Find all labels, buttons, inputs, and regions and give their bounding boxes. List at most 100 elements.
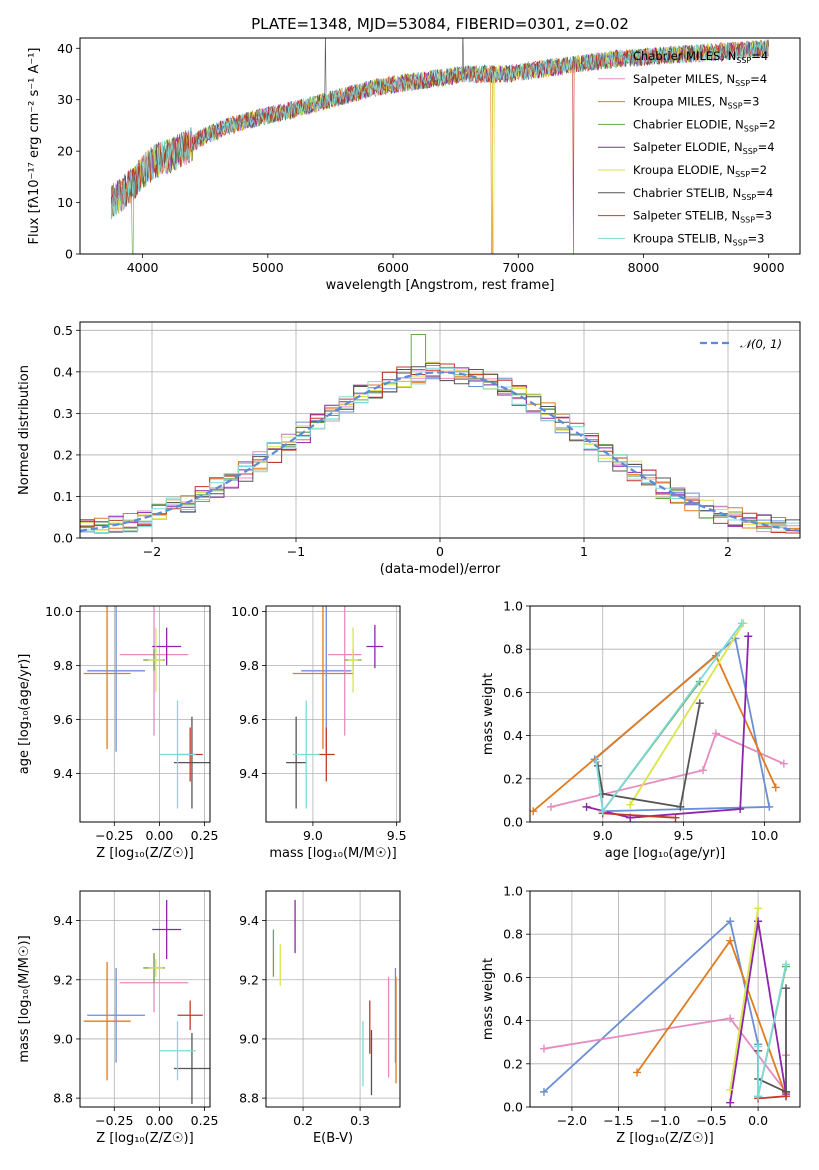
ytick-label: 0.2 xyxy=(503,771,523,786)
plot-area-residual-distribution xyxy=(80,334,800,534)
ytick-label: 10 xyxy=(57,195,73,210)
weight-marker xyxy=(711,729,720,738)
ytick-label: 10.0 xyxy=(231,604,259,619)
weight-marker xyxy=(598,807,607,816)
panel-age-vs-mass: 9.0 9.5 9.4 9.6 9.8 10.0 mass [log₁₀(M/M☉)] xyxy=(231,604,407,861)
weight-marker xyxy=(782,1092,791,1101)
legend-model-name: Kroupa STELIB, N xyxy=(633,231,733,245)
y-axis-label: mass weight xyxy=(481,958,496,1040)
plot-area-age-vs-Z xyxy=(83,606,210,809)
ytick-label: 9.8 xyxy=(53,658,73,673)
legend-entry: Chabrier STELIB, NSSP=4 xyxy=(633,186,773,202)
y-axis-label: mass weight xyxy=(481,673,496,755)
xtick-label: −0.25 xyxy=(95,1113,133,1128)
legend-model-name: Salpeter STELIB, N xyxy=(633,209,740,223)
xtick-label: 10.0 xyxy=(751,828,779,843)
weight-line-7 xyxy=(602,812,676,819)
xtick-label: −2 xyxy=(143,544,161,559)
legend-nssp: =4 xyxy=(751,49,768,63)
weight-marker xyxy=(726,936,735,945)
legend-model-name: Chabrier ELODIE, N xyxy=(633,117,744,131)
weight-marker xyxy=(779,759,788,768)
grid-mass-vs-EBV xyxy=(266,891,400,1107)
weight-marker xyxy=(782,960,791,969)
xtick-label: 7000 xyxy=(502,260,534,275)
axes-frame xyxy=(529,890,801,1108)
legend-subscript: SSP xyxy=(744,124,759,133)
ytick-label: 9.2 xyxy=(53,972,73,987)
x-axis-label: wavelength [Angstrom, rest frame] xyxy=(326,278,555,293)
ytick-label: 0 xyxy=(65,247,73,262)
panel-mass-weight-vs-Z: −2.0 −1.5 −1.0 −0.5 0.0 0.0 0.2 0.4 0.6 0.8 1.0 Z [… xyxy=(481,884,801,1146)
ytick-label: 0.6 xyxy=(503,685,523,700)
weight-marker xyxy=(726,917,735,926)
legend-entry: Kroupa MILES, NSSP=3 xyxy=(633,95,759,111)
weight-line-5 xyxy=(629,622,745,806)
weight-marker xyxy=(539,1044,548,1053)
legend-nssp: =2 xyxy=(750,163,767,177)
xtick-label: 0.25 xyxy=(191,828,219,843)
ytick-label: 0.0 xyxy=(503,1100,523,1115)
xtick-label: 0.0 xyxy=(748,1113,768,1128)
panel-age-vs-Z: −0.25 0.00 0.25 9.4 9.6 9.8 10.0 Z [log₁₀(Z/Z☉)… xyxy=(17,604,219,861)
weight-marker xyxy=(539,1087,548,1096)
ytick-label: 0.4 xyxy=(503,1013,523,1028)
weight-marker xyxy=(744,632,753,641)
histogram-step-7 xyxy=(80,363,800,534)
xtick-label: 0.00 xyxy=(146,1113,174,1128)
xtick-label: 9.0 xyxy=(303,828,323,843)
ytick-label: 8.8 xyxy=(53,1091,73,1106)
legend-subscript: SSP xyxy=(733,238,748,247)
legend-entry: Salpeter STELIB, NSSP=3 xyxy=(633,209,772,225)
weight-line-1 xyxy=(550,732,785,808)
legend-subscript: SSP xyxy=(735,79,750,88)
xtick-label: −1.5 xyxy=(603,1113,633,1128)
weight-marker xyxy=(754,1092,763,1101)
ytick-label: 0.2 xyxy=(503,1056,523,1071)
weight-marker xyxy=(737,619,746,628)
x-axis-label: Z [log₁₀(Z/Z☉)] xyxy=(96,846,193,861)
legend-subscript: SSP xyxy=(735,170,750,179)
ytick-label: 9.4 xyxy=(239,766,259,781)
ytick-label: 1.0 xyxy=(503,599,523,614)
weight-marker xyxy=(754,904,763,913)
legend-model-name: Kroupa ELODIE, N xyxy=(633,163,735,177)
weight-line-5 xyxy=(729,908,759,1090)
ytick-label: 9.8 xyxy=(239,658,259,673)
ytick-label: 0.3 xyxy=(53,406,73,421)
weight-marker xyxy=(695,699,704,708)
ytick-label: 0.6 xyxy=(503,970,523,985)
plot-area-mass-weight-vs-Z xyxy=(539,904,791,1107)
ytick-label: 0.0 xyxy=(503,815,523,830)
legend-residual: 𝒩(0, 1) xyxy=(700,337,782,351)
xtick-label: −2.0 xyxy=(557,1113,587,1128)
legend-subscript: SSP xyxy=(743,147,758,156)
xtick-label: 6000 xyxy=(377,260,409,275)
legend-subscript: SSP xyxy=(740,216,755,225)
ytick-label: 0.2 xyxy=(53,447,73,462)
plot-area-mass-weight-vs-age xyxy=(530,619,788,822)
weight-marker xyxy=(676,802,685,811)
plot-area-spectrum xyxy=(111,38,769,254)
legend-nssp: =4 xyxy=(750,72,767,86)
axes-frame xyxy=(79,890,211,1108)
xtick-label: 0.2 xyxy=(293,1113,313,1128)
legend-entry: Chabrier MILES, NSSP=4 xyxy=(633,49,768,65)
weight-marker xyxy=(726,1085,735,1094)
weight-marker xyxy=(736,805,745,814)
ytick-label: 0.8 xyxy=(503,642,523,657)
ytick-label: 8.8 xyxy=(239,1091,259,1106)
plot-area-mass-vs-Z xyxy=(83,899,210,1105)
ytick-label: 9.2 xyxy=(239,972,259,987)
weight-line-6 xyxy=(597,703,701,808)
legend-model-name: Chabrier STELIB, N xyxy=(633,186,741,200)
x-axis-label: Z [log₁₀(Z/Z☉)] xyxy=(616,1131,713,1146)
grid-age-vs-mass xyxy=(266,606,400,822)
xtick-label: 8000 xyxy=(628,260,660,275)
xtick-label: 2 xyxy=(724,544,732,559)
y-axis-label: mass [log₁₀(M/M☉)] xyxy=(17,935,32,1062)
legend-nssp: =3 xyxy=(743,95,760,109)
xtick-label: 9.5 xyxy=(387,828,407,843)
weight-marker xyxy=(582,802,591,811)
